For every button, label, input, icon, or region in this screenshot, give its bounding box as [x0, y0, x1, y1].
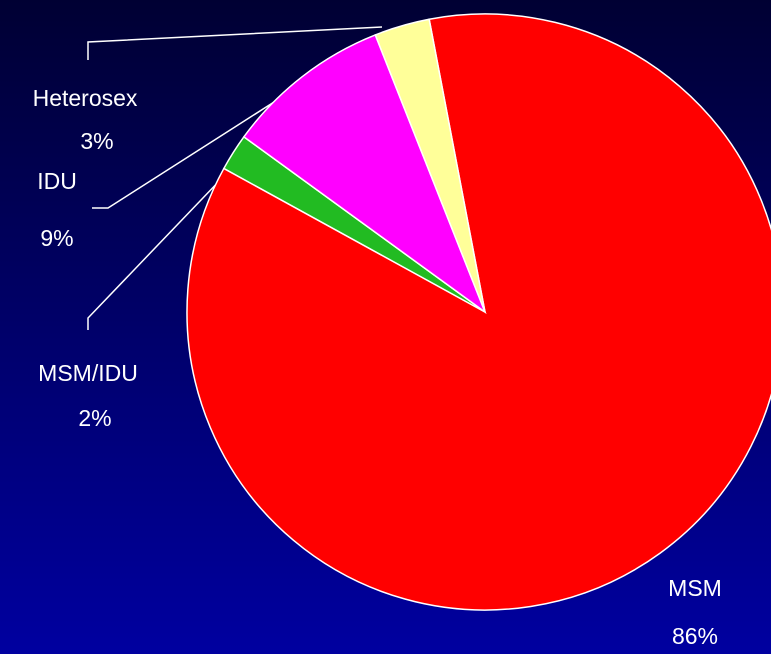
slice-label: IDU	[37, 168, 77, 194]
leader-lines	[87, 26, 383, 330]
leader-line	[87, 175, 225, 330]
pie-slice	[374, 18, 486, 313]
pie-slice	[242, 33, 487, 315]
pie-slice	[186, 13, 771, 611]
leader-line	[87, 26, 383, 60]
value-label: 9%	[40, 225, 73, 251]
value-label: 86%	[672, 623, 718, 649]
value-label: 3%	[80, 128, 113, 154]
leader-line	[92, 87, 297, 209]
slice-label: MSM/IDU	[38, 360, 138, 386]
value-label: 2%	[78, 405, 111, 431]
slice-label: MSM	[668, 575, 722, 601]
labels: MSM 86% MSM/IDU 2% IDU 9% Heterosex 3%	[33, 85, 722, 649]
pie	[186, 13, 771, 611]
slice-label: Heterosex	[33, 85, 138, 111]
